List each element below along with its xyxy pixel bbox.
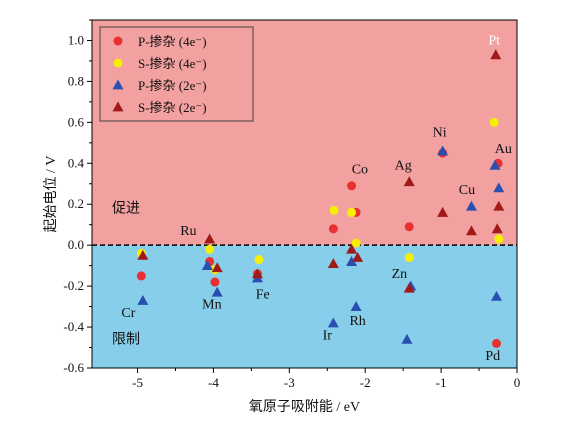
legend-label: P-掺杂 (2e⁻) bbox=[138, 78, 207, 93]
data-points bbox=[136, 49, 505, 348]
data-point bbox=[493, 200, 505, 211]
data-point bbox=[404, 252, 414, 262]
data-point bbox=[346, 243, 358, 254]
x-tick-label: -3 bbox=[284, 375, 295, 390]
legend-label: S-掺杂 (4e⁻) bbox=[138, 56, 207, 71]
y-tick-label: 0.8 bbox=[68, 73, 84, 88]
y-tick-label: 0.2 bbox=[68, 196, 84, 211]
data-point bbox=[211, 286, 223, 297]
data-point bbox=[491, 223, 503, 234]
annotation-label: Ir bbox=[323, 328, 333, 343]
legend-box bbox=[99, 26, 254, 122]
data-point bbox=[494, 234, 504, 244]
data-point bbox=[401, 333, 413, 344]
legend-label: P-掺杂 (4e⁻) bbox=[138, 34, 207, 49]
annotation-label: Mn bbox=[202, 298, 221, 313]
data-point bbox=[437, 206, 449, 217]
x-axis-label: 氧原子吸附能 / eV bbox=[249, 399, 360, 415]
x-tick-label: -1 bbox=[436, 375, 447, 390]
y-axis-ticks: -0.6 -0.4 -0.2 0.0 0.2 0.4 0.6 0.8 1.0 bbox=[63, 19, 92, 375]
data-point bbox=[351, 238, 361, 248]
x-tick-label: -2 bbox=[360, 375, 371, 390]
data-point bbox=[489, 117, 499, 127]
data-point bbox=[205, 244, 215, 254]
legend-marker bbox=[113, 36, 123, 46]
annotation-label: Au bbox=[495, 142, 512, 157]
region-label-limit: 限制 bbox=[112, 331, 140, 347]
annotation-label: Fe bbox=[256, 287, 270, 302]
annotation-label: Pd bbox=[485, 349, 500, 364]
y-tick-label: -0.6 bbox=[63, 360, 84, 375]
annotation-label: Zn bbox=[392, 267, 408, 282]
y-tick-label: 0.0 bbox=[68, 237, 84, 252]
data-point bbox=[327, 258, 339, 268]
data-point bbox=[403, 282, 415, 293]
data-point bbox=[492, 338, 502, 348]
y-tick-label: 1.0 bbox=[68, 32, 84, 47]
y-tick-label: 0.6 bbox=[68, 114, 85, 129]
x-tick-label: 0 bbox=[514, 375, 521, 390]
data-point bbox=[489, 159, 501, 170]
data-point bbox=[490, 49, 502, 60]
data-point bbox=[136, 271, 146, 281]
annotation-label: Ag bbox=[395, 158, 412, 173]
data-point bbox=[328, 224, 338, 234]
data-point bbox=[204, 233, 216, 244]
annotation-label: Rh bbox=[349, 314, 365, 329]
data-point bbox=[465, 200, 477, 211]
x-tick-label: -5 bbox=[132, 375, 143, 390]
data-point bbox=[251, 268, 263, 279]
data-point bbox=[254, 255, 264, 265]
data-point bbox=[137, 294, 149, 305]
data-point bbox=[346, 256, 358, 266]
y-tick-label: 0.4 bbox=[68, 155, 85, 170]
data-point bbox=[211, 262, 223, 273]
y-tick-label: -0.4 bbox=[63, 319, 84, 334]
plot-frame bbox=[91, 19, 518, 369]
annotation-label: Pt bbox=[488, 34, 500, 49]
series-3 bbox=[137, 49, 505, 293]
series-2 bbox=[137, 145, 505, 344]
annotation-label: Ni bbox=[433, 126, 447, 141]
data-point bbox=[352, 251, 364, 262]
annotation-label: Cu bbox=[459, 183, 475, 198]
data-point bbox=[210, 277, 220, 287]
y-axis-label: 起始电位 / V bbox=[43, 156, 59, 233]
data-point bbox=[491, 290, 503, 301]
annotation-label: Co bbox=[352, 163, 368, 178]
element-annotations: Pt Au Ni Ag Co Cu Ru Zn Cr Mn Fe Rh Ir Pd bbox=[121, 34, 511, 364]
x-axis-ticks: -5 -4 -3 -2 -1 0 bbox=[132, 368, 520, 390]
legend-marker bbox=[113, 58, 123, 68]
data-point bbox=[350, 301, 362, 311]
x-tick-label: -4 bbox=[208, 375, 219, 390]
annotation-label: Ru bbox=[180, 224, 196, 239]
data-point bbox=[347, 207, 357, 217]
legend-marker bbox=[112, 79, 124, 90]
data-point bbox=[465, 225, 477, 236]
annotation-label: Cr bbox=[121, 306, 135, 321]
data-point bbox=[137, 249, 149, 260]
data-point bbox=[493, 182, 505, 193]
legend-label: S-掺杂 (2e⁻) bbox=[138, 100, 207, 115]
data-point bbox=[403, 176, 415, 187]
legend: P-掺杂 (4e⁻) S-掺杂 (4e⁻) P-掺杂 (2e⁻) S-掺杂 (2e⁻) bbox=[99, 26, 254, 122]
data-point bbox=[347, 181, 357, 191]
data-point bbox=[437, 145, 449, 156]
plot-background bbox=[92, 20, 517, 368]
data-point bbox=[329, 205, 339, 215]
data-point bbox=[327, 317, 339, 328]
region-label-promote: 促进 bbox=[112, 200, 140, 216]
data-point bbox=[201, 260, 213, 271]
y-tick-label: -0.2 bbox=[63, 278, 84, 293]
legend-marker bbox=[112, 101, 124, 112]
data-point bbox=[404, 222, 414, 232]
region-limit bbox=[92, 245, 517, 368]
